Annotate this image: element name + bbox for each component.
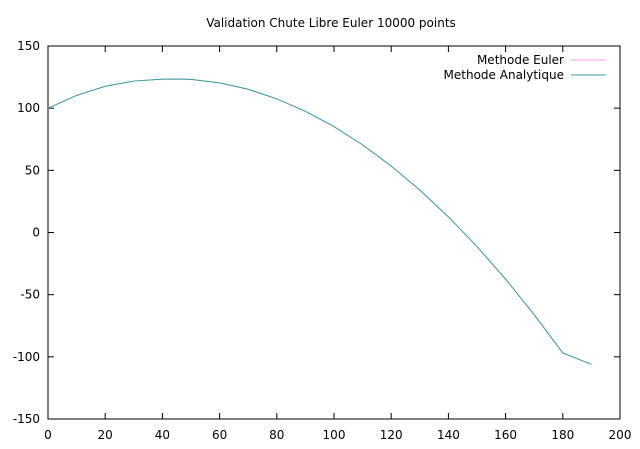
series-line-0	[47, 78, 592, 365]
legend-label-0: Methode Euler	[477, 53, 564, 67]
x-axis-ticks: 0 20 40 60 80 100 120 140 160 180 200	[44, 46, 631, 442]
x-tick-label-8: 160	[494, 428, 517, 442]
x-tick-label-5: 100	[323, 428, 346, 442]
y-tick-label-1: -100	[13, 350, 40, 364]
x-tick-label-1: 20	[98, 428, 113, 442]
plot-border	[47, 45, 621, 420]
x-tick-label-10: 200	[609, 428, 632, 442]
y-tick-label-2: -50	[20, 288, 40, 302]
y-tick-label-6: 150	[17, 39, 40, 53]
x-tick-label-9: 180	[551, 428, 574, 442]
series-line-1	[47, 78, 592, 365]
x-tick-label-2: 40	[155, 428, 170, 442]
series-layer	[47, 78, 592, 365]
x-tick-label-3: 60	[212, 428, 227, 442]
chart-title: Validation Chute Libre Euler 10000 point…	[206, 16, 456, 30]
legend-label-1: Methode Analytique	[444, 68, 564, 82]
x-tick-label-7: 140	[437, 428, 460, 442]
y-tick-label-5: 100	[17, 101, 40, 115]
x-tick-label-6: 120	[380, 428, 403, 442]
x-tick-label-0: 0	[44, 428, 52, 442]
y-tick-label-3: 0	[32, 226, 40, 240]
axes	[47, 45, 621, 420]
y-axis-ticks: -150 -100 -50 0 50 100 150	[13, 39, 620, 426]
x-tick-label-4: 80	[269, 428, 284, 442]
y-tick-label-0: -150	[13, 412, 40, 426]
y-tick-label-4: 50	[25, 163, 40, 177]
